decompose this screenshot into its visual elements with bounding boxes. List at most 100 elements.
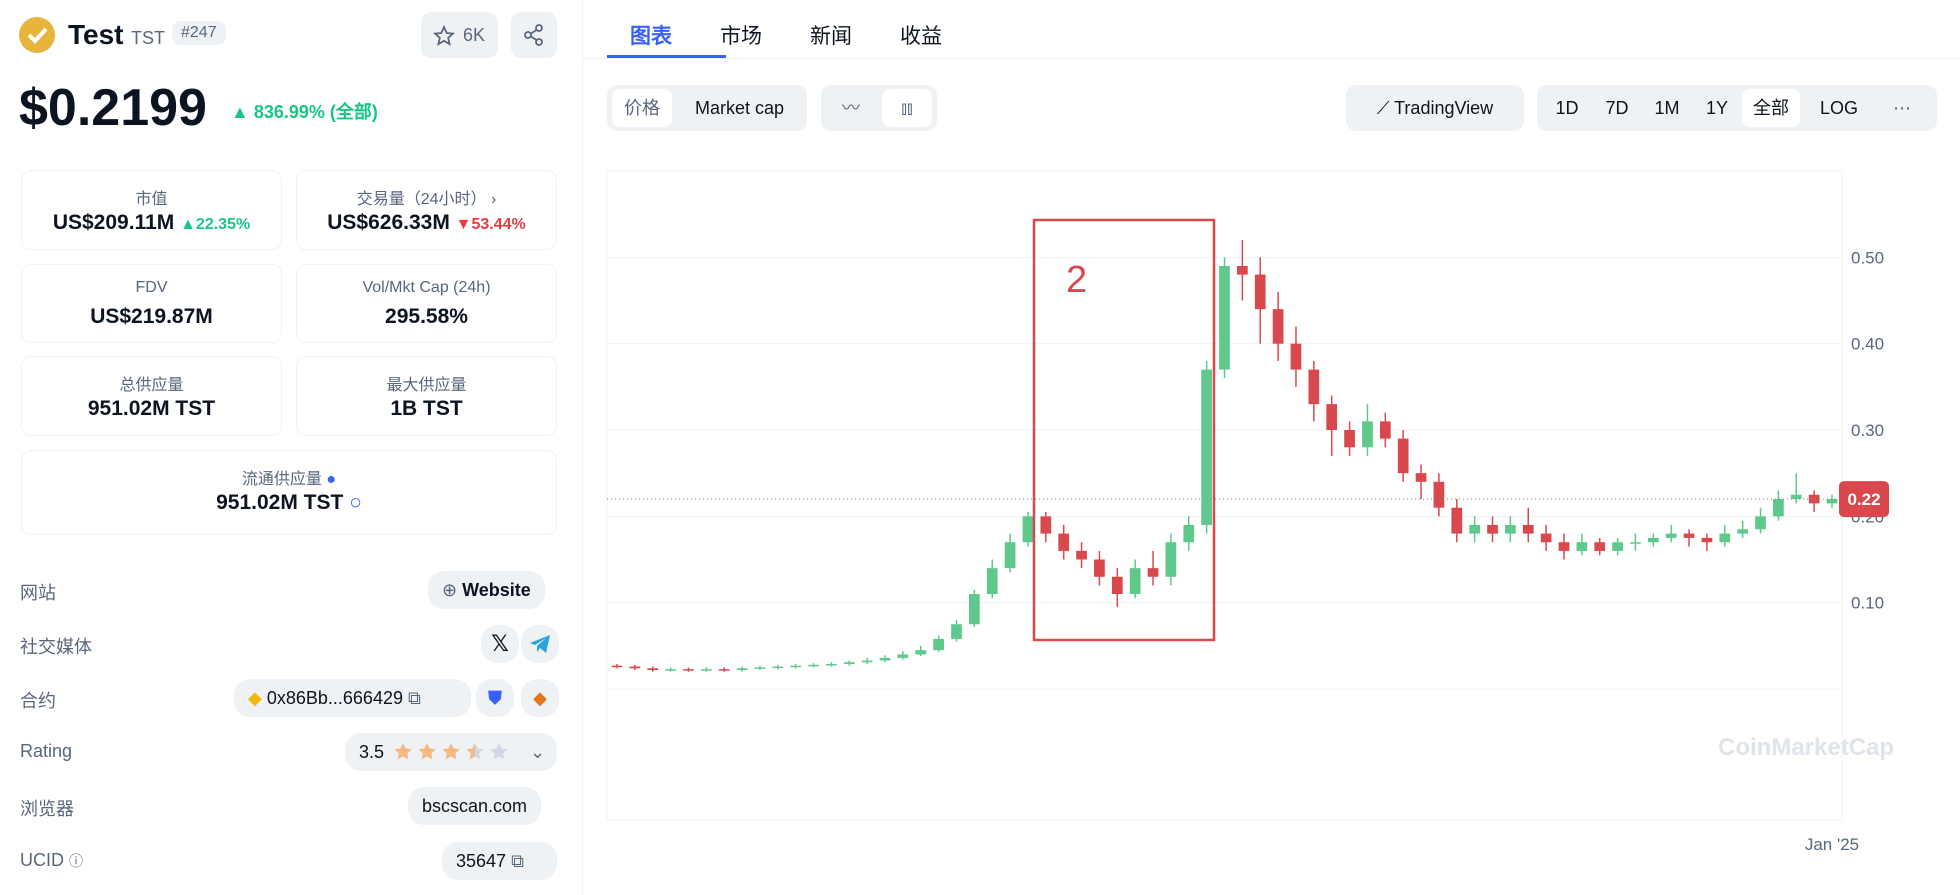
candle-body <box>986 568 998 595</box>
candle-body <box>700 669 712 671</box>
website-link[interactable]: ⊕ Website <box>428 571 545 609</box>
info-label-text: UCID <box>20 850 64 870</box>
candle-body <box>1826 499 1838 504</box>
last-price-badge <box>1839 481 1889 518</box>
rank-badge: #247 <box>172 21 226 45</box>
website-text: Website <box>462 580 531 600</box>
info-label: 社交媒体 <box>20 637 92 657</box>
x-link[interactable]: 𝕏 <box>481 625 519 663</box>
candle-body <box>647 668 659 671</box>
candle-body <box>951 624 962 639</box>
star-filled <box>466 743 475 760</box>
telegram-icon <box>530 635 550 653</box>
info-label: 合约 <box>20 691 56 711</box>
range-button[interactable]: LOG <box>1819 98 1858 118</box>
explorer-link[interactable]: bscscan.com <box>408 787 542 825</box>
stat-label: 流通供应量 ● <box>22 465 556 489</box>
candle-body <box>1290 343 1302 370</box>
tab[interactable]: 市场 <box>720 25 762 48</box>
divider <box>582 0 583 895</box>
range-button[interactable]: 7D <box>1605 98 1629 118</box>
stat-label: Vol/Mkt Cap (24h) <box>362 279 491 296</box>
info-label: UCID ⓘ <box>20 850 83 871</box>
rating-chip[interactable]: 3.5 ⌄ <box>345 733 557 771</box>
last-price-label: 0.22 <box>1847 490 1880 509</box>
more-button[interactable]: ⋯ <box>1893 98 1911 118</box>
range-button[interactable]: 1D <box>1555 98 1579 118</box>
coin-logo <box>19 17 55 53</box>
candle-body <box>933 638 944 651</box>
tab-indicator <box>607 55 726 58</box>
share-button[interactable] <box>511 12 557 58</box>
candle-body <box>1612 542 1623 551</box>
candle-body <box>808 664 819 667</box>
stat-value: 951.02M TST <box>87 397 216 420</box>
candle-body <box>1058 533 1070 551</box>
mode-button[interactable]: 价格 <box>612 89 672 127</box>
candle-body <box>861 660 873 663</box>
shield-icon[interactable]: ⛊ <box>476 679 514 717</box>
candle-button[interactable]: ⫾⫾ <box>882 89 932 127</box>
stat-label-text: 交易量（24小时） <box>356 191 487 208</box>
stat-card[interactable]: 交易量（24小时） › US$626.33M ▼53.44% <box>296 170 557 250</box>
tab[interactable]: 收益 <box>900 25 942 48</box>
stat-label: 最大供应量 <box>386 377 467 394</box>
candle-body <box>1165 542 1177 577</box>
candle-body <box>1362 421 1373 448</box>
candle-body <box>1647 537 1659 543</box>
copy-icon: ⧉ <box>511 851 524 871</box>
watchlist-button[interactable]: 6K <box>421 12 498 58</box>
price: $0.2199 <box>19 79 207 137</box>
candle-body <box>968 594 980 625</box>
candle-body <box>1183 524 1195 543</box>
stat-card: Vol/Mkt Cap (24h) 295.58% <box>296 264 557 343</box>
y-tick-label: 0.30 <box>1851 421 1884 440</box>
range-button[interactable]: 1M <box>1654 98 1680 118</box>
price-change-value: 836.99% (全部) <box>253 102 378 122</box>
tradingview-button[interactable]: ⟋ TradingView <box>1346 85 1524 131</box>
candle-body <box>1094 559 1105 577</box>
candle-body <box>629 666 641 669</box>
telegram-link[interactable] <box>521 625 559 663</box>
candle-body <box>1469 524 1481 534</box>
candle-body <box>1522 524 1534 534</box>
contract-chip[interactable]: ◆ 0x86Bb...666429 ⧉ <box>234 679 471 717</box>
ucid-chip[interactable]: 35647 ⧉ <box>442 842 557 880</box>
stat-card: 市值 US$209.11M ▲22.35% <box>21 170 282 250</box>
candle-body <box>1719 533 1731 543</box>
y-tick-label: 0.50 <box>1851 248 1884 267</box>
star-filled <box>442 743 460 760</box>
stat-label: 交易量（24小时） › <box>356 191 497 208</box>
stat-amount: US$626.33M <box>327 211 450 234</box>
tab[interactable]: 图表 <box>630 25 672 48</box>
candle-body <box>1594 542 1606 551</box>
candle-body <box>1755 516 1766 530</box>
stat-value: 951.02M TST ○ <box>22 491 556 515</box>
mode-button[interactable]: Market cap <box>694 98 785 118</box>
candle-body <box>1004 542 1016 569</box>
candle-body <box>1237 265 1248 275</box>
stat-label: 市值 <box>135 191 168 208</box>
candle-body <box>1111 576 1123 595</box>
range-button[interactable]: 全部 <box>1742 89 1800 127</box>
star-filled <box>394 743 412 760</box>
metamask-icon[interactable]: ◆ <box>521 679 559 717</box>
watchlist-count: 6K <box>463 25 486 45</box>
candle-body <box>1773 499 1784 517</box>
bnb-icon: ◆ <box>248 688 262 708</box>
candle-body <box>1487 524 1498 534</box>
candle-body <box>1397 438 1409 474</box>
watermark: CoinMarketCap <box>1718 734 1894 761</box>
candle-body <box>1737 529 1749 534</box>
tab[interactable]: 新闻 <box>810 25 852 48</box>
annotation-label: 2 <box>1066 259 1087 301</box>
progress-ring: ○ <box>349 491 362 514</box>
info-label: 浏览器 <box>20 799 74 819</box>
line-button[interactable]: 〰 <box>842 98 860 118</box>
mode-toggle: 价格 Market cap <box>607 85 807 131</box>
info-label: 网站 <box>20 583 56 603</box>
range-button[interactable]: 1Y <box>1705 98 1729 118</box>
candle-body <box>1201 369 1212 525</box>
candle-body <box>611 665 623 668</box>
